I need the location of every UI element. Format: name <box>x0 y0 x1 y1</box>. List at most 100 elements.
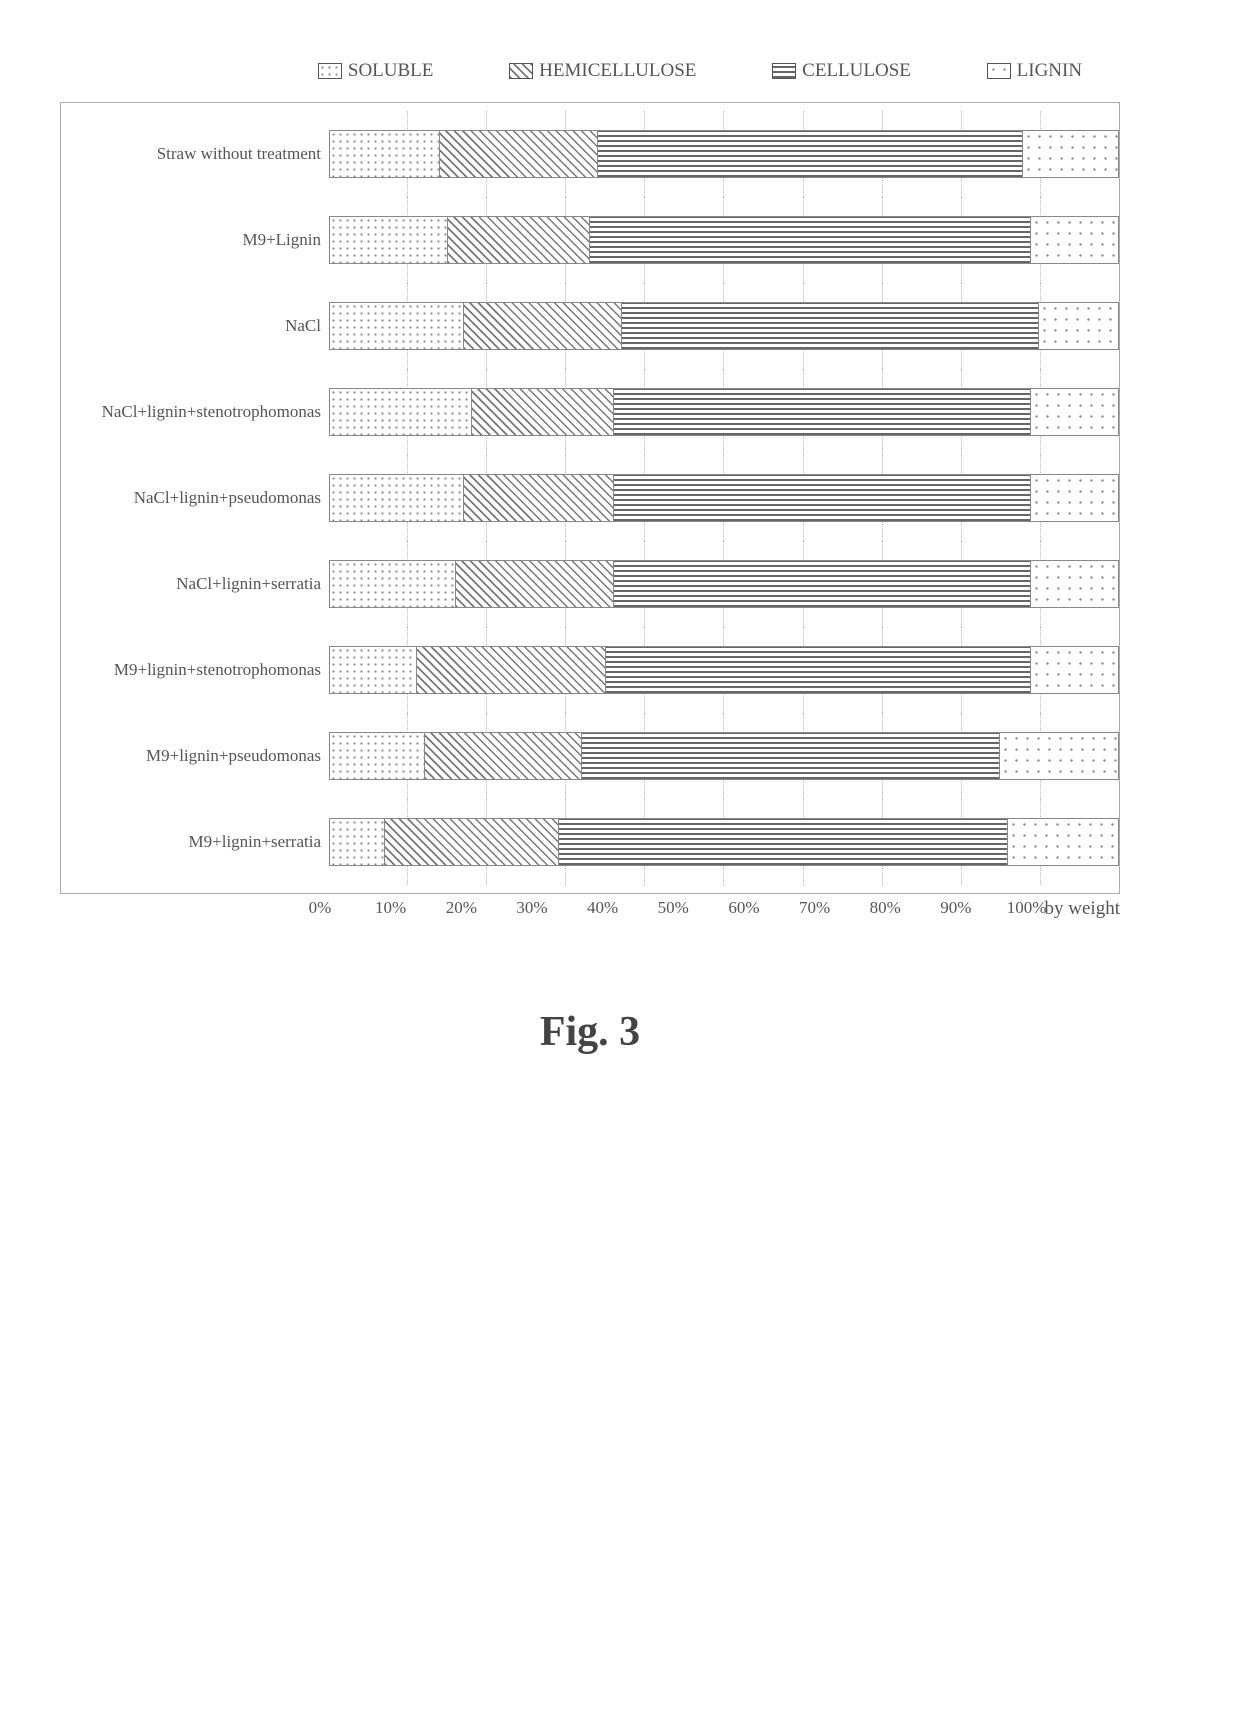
bar-segment-soluble <box>330 647 417 693</box>
bar-segment-soluble <box>330 131 440 177</box>
bar-area <box>329 283 1119 369</box>
x-tick: 20% <box>446 898 477 918</box>
bar-segment-cellulose <box>606 647 1032 693</box>
legend-label: SOLUBLE <box>348 60 434 82</box>
bar-row: M9+Lignin <box>61 197 1119 283</box>
category-label: M9+Lignin <box>61 230 329 250</box>
x-tick: 0% <box>309 898 332 918</box>
category-label: Straw without treatment <box>61 144 329 164</box>
x-tick: 50% <box>658 898 689 918</box>
chart-area: Straw without treatment M9+Lignin NaCl NaCl… <box>60 102 1120 894</box>
bar-segment-soluble <box>330 561 456 607</box>
bar-segment-lignin <box>1031 475 1118 521</box>
bar-area <box>329 111 1119 197</box>
x-axis: 0% 10% 20% 30% 40% 50% 60% 70% 80% 90% 100% by wei… <box>60 898 1120 938</box>
bar-segment-lignin <box>1039 303 1118 349</box>
legend-item: LIGNIN <box>987 60 1082 82</box>
stacked-bar <box>329 560 1119 608</box>
bar-segment-soluble <box>330 819 385 865</box>
stacked-bar <box>329 302 1119 350</box>
bar-area <box>329 713 1119 799</box>
bar-segment-hemicellulose <box>472 389 614 435</box>
bar-segment-cellulose <box>614 389 1032 435</box>
bar-segment-lignin <box>1000 733 1118 779</box>
bar-segment-cellulose <box>598 131 1024 177</box>
stacked-bar <box>329 130 1119 178</box>
bar-row: M9+lignin+pseudomonas <box>61 713 1119 799</box>
stacked-bar <box>329 646 1119 694</box>
legend-label: HEMICELLULOSE <box>539 60 696 82</box>
bar-row: M9+lignin+stenotrophomonas <box>61 627 1119 713</box>
x-axis-label: by weight <box>1045 898 1120 920</box>
bar-segment-hemicellulose <box>385 819 558 865</box>
x-tick: 70% <box>799 898 830 918</box>
bar-segment-hemicellulose <box>464 303 622 349</box>
bar-segment-hemicellulose <box>417 647 606 693</box>
bar-segment-lignin <box>1031 389 1118 435</box>
legend-swatch-icon <box>772 63 796 79</box>
x-tick: 90% <box>940 898 971 918</box>
bar-area <box>329 799 1119 885</box>
bar-segment-soluble <box>330 733 425 779</box>
x-tick: 10% <box>375 898 406 918</box>
bar-segment-lignin <box>1031 647 1118 693</box>
bar-row: NaCl <box>61 283 1119 369</box>
bar-segment-lignin <box>1031 561 1118 607</box>
x-tick: 30% <box>516 898 547 918</box>
bar-segment-lignin <box>1031 217 1118 263</box>
bar-row: NaCl+lignin+serratia <box>61 541 1119 627</box>
bar-segment-cellulose <box>614 561 1032 607</box>
stacked-bar <box>329 474 1119 522</box>
category-label: NaCl+lignin+pseudomonas <box>61 488 329 508</box>
bar-segment-cellulose <box>622 303 1040 349</box>
x-tick: 40% <box>587 898 618 918</box>
figure-caption: Fig. 3 <box>60 1008 1120 1056</box>
stacked-bar <box>329 216 1119 264</box>
bar-area <box>329 197 1119 283</box>
bar-row: NaCl+lignin+stenotrophomonas <box>61 369 1119 455</box>
bar-row: Straw without treatment <box>61 111 1119 197</box>
bar-segment-soluble <box>330 303 464 349</box>
stacked-bar <box>329 732 1119 780</box>
category-label: NaCl+lignin+serratia <box>61 574 329 594</box>
category-label: M9+lignin+stenotrophomonas <box>61 660 329 680</box>
bar-segment-hemicellulose <box>464 475 614 521</box>
bar-area <box>329 627 1119 713</box>
legend-item: SOLUBLE <box>318 60 434 82</box>
bar-area <box>329 541 1119 627</box>
bar-segment-hemicellulose <box>456 561 614 607</box>
category-label: M9+lignin+pseudomonas <box>61 746 329 766</box>
legend-swatch-icon <box>318 63 342 79</box>
bar-segment-lignin <box>1008 819 1118 865</box>
bar-segment-hemicellulose <box>425 733 583 779</box>
bar-segment-cellulose <box>614 475 1032 521</box>
stacked-bar <box>329 818 1119 866</box>
x-tick: 100% <box>1007 898 1047 918</box>
bar-row: M9+lignin+serratia <box>61 799 1119 885</box>
stacked-bar <box>329 388 1119 436</box>
bar-row: NaCl+lignin+pseudomonas <box>61 455 1119 541</box>
bar-segment-hemicellulose <box>448 217 590 263</box>
legend-swatch-icon <box>509 63 533 79</box>
legend-swatch-icon <box>987 63 1011 79</box>
category-label: NaCl+lignin+stenotrophomonas <box>61 402 329 422</box>
legend-label: CELLULOSE <box>802 60 911 82</box>
legend-label: LIGNIN <box>1017 60 1082 82</box>
bar-segment-cellulose <box>559 819 1008 865</box>
bar-segment-lignin <box>1023 131 1118 177</box>
bar-segment-soluble <box>330 217 448 263</box>
bar-segment-soluble <box>330 389 472 435</box>
legend-item: HEMICELLULOSE <box>509 60 696 82</box>
bar-area <box>329 369 1119 455</box>
category-label: NaCl <box>61 316 329 336</box>
bar-segment-cellulose <box>582 733 1000 779</box>
bar-segment-hemicellulose <box>440 131 598 177</box>
x-tick: 80% <box>870 898 901 918</box>
bar-segment-soluble <box>330 475 464 521</box>
x-tick: 60% <box>728 898 759 918</box>
legend-item: CELLULOSE <box>772 60 911 82</box>
bar-area <box>329 455 1119 541</box>
category-label: M9+lignin+serratia <box>61 832 329 852</box>
legend: SOLUBLE HEMICELLULOSE CELLULOSE LIGNIN <box>60 60 1120 102</box>
bar-segment-cellulose <box>590 217 1031 263</box>
